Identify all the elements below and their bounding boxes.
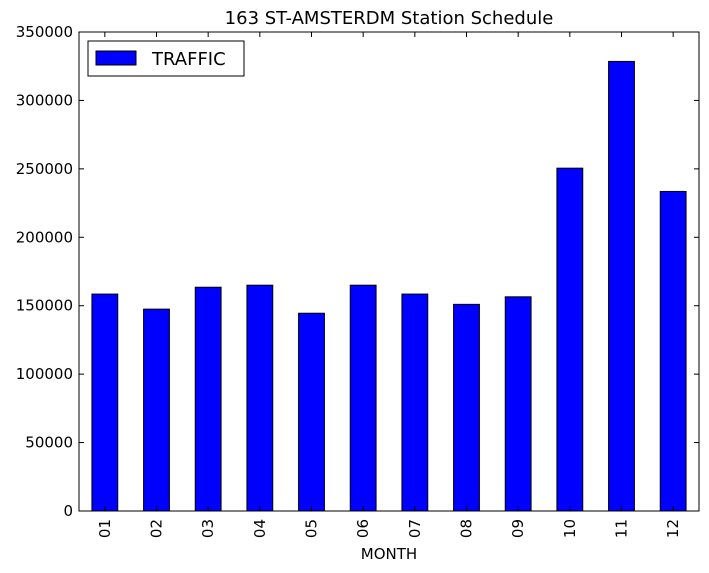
bar-05 (298, 312, 325, 512)
legend-swatch (95, 50, 137, 66)
y-tick-label-200000: 200000 (16, 228, 73, 246)
x-axis-label: MONTH (361, 545, 417, 563)
bar-06 (349, 284, 377, 512)
chart-title: 163 ST-AMSTERDM Station Schedule (225, 8, 554, 29)
x-tick-label-08: 08 (458, 519, 476, 538)
y-tick-label-250000: 250000 (16, 160, 73, 178)
bar-11 (608, 60, 635, 512)
x-tick-label-10: 10 (561, 519, 579, 538)
x-tick-label-03: 03 (199, 519, 217, 538)
x-tick-label-06: 06 (354, 519, 372, 538)
y-tick-label-50000: 50000 (25, 434, 73, 452)
bar-07 (401, 293, 429, 512)
y-tick-label-300000: 300000 (16, 91, 73, 109)
x-tick-label-12: 12 (664, 519, 682, 538)
bar-12 (659, 190, 687, 512)
bar-09 (504, 296, 532, 512)
bar-02 (143, 308, 170, 512)
plot-frame (78, 31, 700, 512)
y-tick-label-150000: 150000 (16, 297, 73, 315)
legend-label: TRAFFIC (151, 49, 226, 70)
y-tick-label-350000: 350000 (16, 23, 73, 41)
x-tick-label-04: 04 (251, 519, 269, 538)
x-tick-label-07: 07 (406, 519, 424, 538)
bar-03 (194, 286, 222, 512)
legend: TRAFFIC (87, 40, 245, 77)
x-tick-label-09: 09 (509, 519, 527, 538)
x-tick-label-11: 11 (613, 519, 631, 538)
x-tick-label-02: 02 (148, 519, 166, 538)
bar-04 (246, 284, 274, 512)
x-tick-label-01: 01 (96, 519, 114, 538)
y-axis: 0 50000 100000 150000 200000 250000 300000 3500… (16, 23, 699, 520)
bars-group (91, 60, 687, 512)
bar-10 (556, 167, 584, 512)
bar-08 (453, 303, 480, 512)
x-tick-label-05: 05 (303, 519, 321, 538)
y-tick-label-100000: 100000 (16, 365, 73, 383)
bar-01 (91, 293, 119, 512)
y-tick-label-0: 0 (63, 502, 73, 520)
x-axis: 01 02 03 04 05 06 07 08 09 10 11 12 (96, 32, 682, 538)
